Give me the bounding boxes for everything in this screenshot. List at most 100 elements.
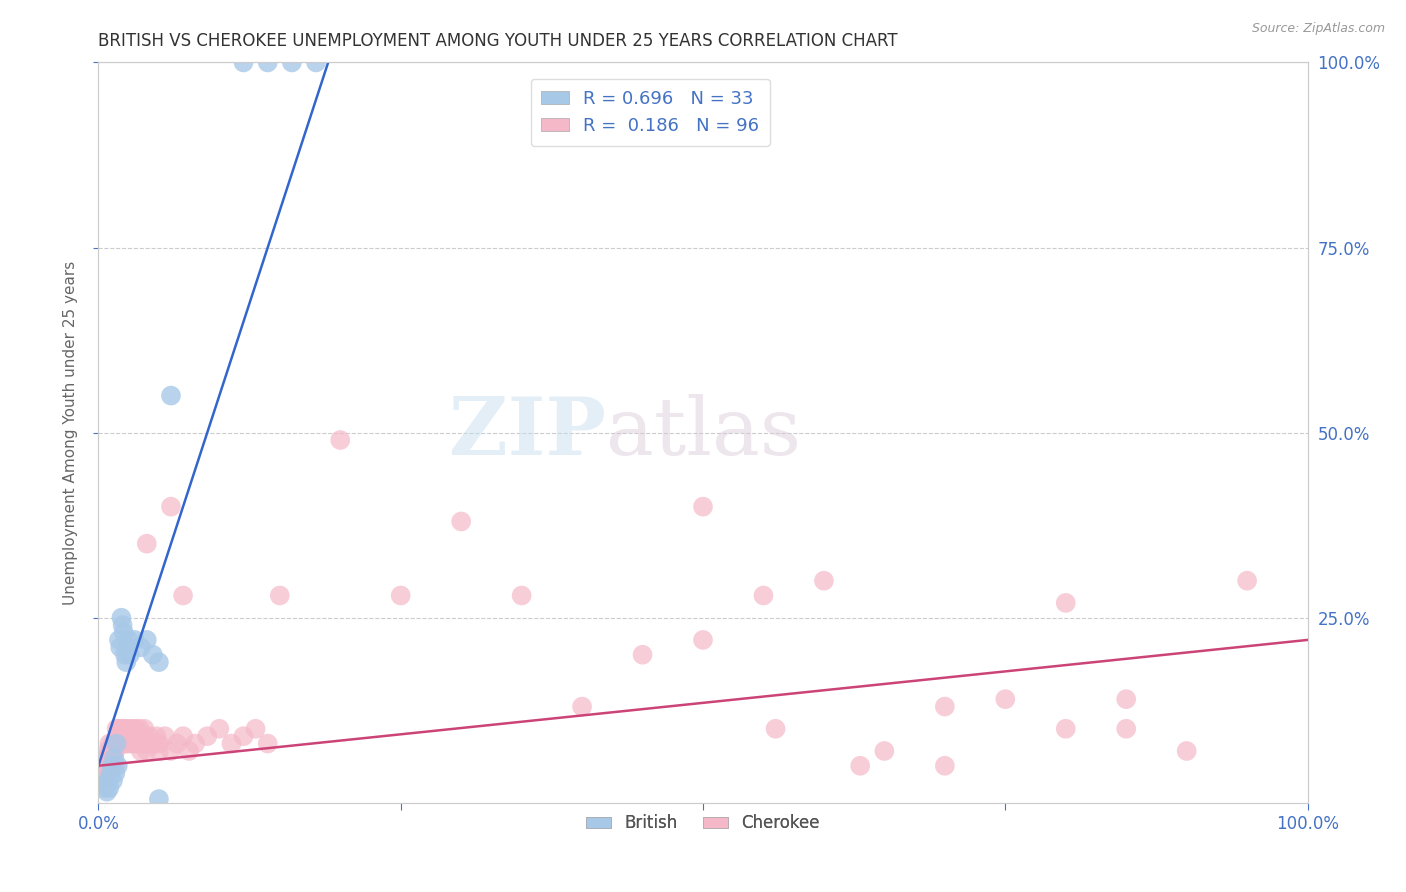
Point (160, 744, 183, 758)
Point (114, 648, 136, 662)
Point (172, 729, 194, 743)
Point (104, 744, 127, 758)
Point (131, 729, 153, 743)
Point (96, 751, 118, 765)
Point (111, 618, 134, 632)
Point (256, 737, 278, 751)
Point (135, 632, 157, 647)
Point (100, 744, 122, 758)
Point (232, 729, 254, 743)
Point (142, 648, 165, 662)
Point (94, 758, 117, 772)
Point (121, 729, 143, 743)
Point (97, 751, 120, 765)
Point (692, 500, 714, 514)
Point (389, 589, 412, 603)
Point (127, 729, 149, 743)
Point (184, 737, 207, 751)
Point (108, 729, 131, 743)
Point (148, 792, 170, 806)
Point (118, 632, 141, 647)
Point (94, 766, 117, 780)
Point (100, 758, 122, 772)
Point (101, 773, 124, 788)
Point (91, 766, 114, 780)
Point (129, 744, 152, 758)
Point (994, 692, 1017, 706)
Point (96, 785, 118, 799)
Point (148, 744, 170, 758)
Point (153, 729, 176, 743)
Point (100, 751, 122, 765)
Point (112, 625, 135, 640)
Point (124, 632, 146, 647)
Point (752, 589, 775, 603)
Point (160, 388, 183, 402)
Point (97, 773, 120, 788)
Point (172, 589, 194, 603)
Point (105, 737, 128, 751)
Point (128, 722, 150, 736)
Point (104, 758, 127, 772)
Point (115, 655, 138, 669)
Point (93, 780, 115, 795)
Point (692, 632, 714, 647)
Point (195, 729, 218, 743)
Point (98, 737, 121, 751)
Point (96, 773, 118, 788)
Point (93, 773, 115, 788)
Point (124, 737, 146, 751)
Point (118, 729, 141, 743)
Point (1054, 722, 1077, 736)
Point (134, 722, 156, 736)
Point (329, 433, 352, 447)
Point (117, 640, 139, 655)
Point (101, 744, 124, 758)
Text: ZIP: ZIP (450, 393, 606, 472)
Point (179, 744, 201, 758)
Point (510, 589, 533, 603)
Point (849, 758, 872, 772)
Point (208, 722, 231, 736)
Point (103, 751, 125, 765)
Point (105, 722, 128, 736)
Text: atlas: atlas (606, 393, 801, 472)
Point (100, 766, 122, 780)
Point (91, 758, 114, 772)
Point (98, 758, 121, 772)
Point (148, 737, 170, 751)
Point (221, 737, 243, 751)
Point (1115, 692, 1137, 706)
Point (1236, 574, 1258, 588)
Point (94, 777, 117, 791)
Point (100, 758, 122, 772)
Point (129, 640, 152, 655)
Point (115, 722, 138, 736)
Point (269, 589, 291, 603)
Point (1175, 744, 1198, 758)
Point (108, 722, 131, 736)
Point (114, 729, 136, 743)
Point (135, 536, 157, 550)
Point (118, 648, 141, 662)
Point (103, 751, 125, 765)
Point (105, 737, 128, 751)
Point (129, 737, 152, 751)
Point (256, 55, 278, 70)
Point (108, 737, 131, 751)
Point (100, 751, 122, 765)
Point (104, 766, 127, 780)
Point (873, 744, 896, 758)
Point (135, 737, 157, 751)
Point (571, 699, 593, 714)
Point (813, 574, 835, 588)
Point (108, 640, 131, 655)
Point (97, 744, 120, 758)
Point (232, 55, 254, 70)
Point (138, 729, 160, 743)
Point (100, 758, 122, 772)
Point (125, 722, 148, 736)
Point (148, 655, 170, 669)
Point (305, 55, 328, 70)
Text: Source: ZipAtlas.com: Source: ZipAtlas.com (1251, 22, 1385, 36)
